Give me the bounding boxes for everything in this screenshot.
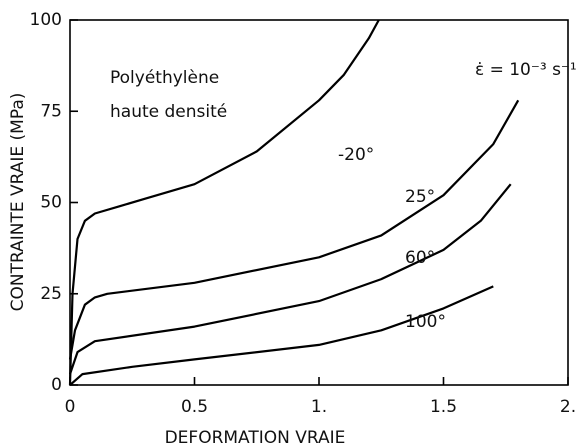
y-axis-label: CONTRAINTE VRAIE (MPa) bbox=[8, 93, 28, 312]
series-label: 60° bbox=[405, 248, 435, 268]
curve bbox=[69, 285, 494, 386]
y-tick-label: 0 bbox=[51, 375, 62, 395]
series-label: 100° bbox=[405, 312, 446, 332]
x-tick-label: 1.5 bbox=[430, 397, 457, 417]
y-tick-label: 50 bbox=[40, 193, 62, 213]
annotation: Polyéthylène bbox=[110, 68, 219, 88]
curve bbox=[68, 99, 520, 360]
y-tick-label: 100 bbox=[30, 10, 62, 30]
x-tick-label: 1. bbox=[311, 397, 327, 417]
y-tick-label: 25 bbox=[40, 284, 62, 304]
annotation: haute densité bbox=[110, 102, 227, 122]
annotation: ε̇ = 10⁻³ s⁻¹ bbox=[475, 60, 576, 80]
x-axis-label: DEFORMATION VRAIE bbox=[165, 428, 346, 448]
series-label: 25° bbox=[405, 187, 435, 207]
series-label: -20° bbox=[338, 145, 374, 165]
y-tick-label: 75 bbox=[40, 101, 62, 121]
x-tick-label: 2. bbox=[560, 397, 576, 417]
x-tick-label: 0 bbox=[65, 397, 76, 417]
curve bbox=[68, 19, 380, 386]
curve bbox=[68, 183, 512, 375]
x-tick-label: 0.5 bbox=[181, 397, 208, 417]
